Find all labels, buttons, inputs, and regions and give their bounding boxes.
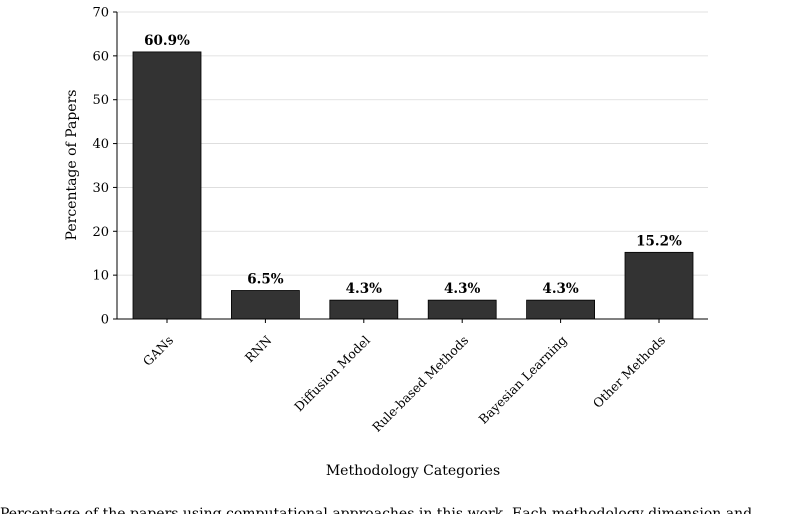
data-label: 4.3% — [444, 281, 480, 297]
bar — [624, 251, 694, 320]
y-tick-label: 40 — [92, 137, 109, 152]
data-labels: 60.9% 6.5% 4.3% 4.3% 4.3% 15.2% — [144, 33, 682, 297]
bar — [230, 290, 300, 320]
bar — [427, 299, 497, 320]
y-tick-labels: 0 10 20 30 40 50 60 70 — [92, 6, 117, 328]
data-label: 6.5% — [247, 271, 283, 287]
axes — [116, 12, 708, 320]
y-tick-label: 20 — [92, 225, 109, 240]
y-axis-title: Percentage of Papers — [64, 90, 80, 241]
y-tick-label: 60 — [92, 49, 109, 64]
x-tick-label: Rule-based Methods — [369, 333, 471, 435]
data-label: 4.3% — [346, 281, 382, 297]
x-tick-label: RNN — [242, 332, 275, 365]
x-tick-label: Other Methods — [590, 333, 668, 411]
x-tick-label: GANs — [140, 333, 176, 369]
data-label: 60.9% — [144, 33, 190, 49]
data-label: 15.2% — [636, 233, 682, 249]
y-tick-label: 30 — [92, 181, 109, 196]
data-label: 4.3% — [542, 281, 578, 297]
x-axis-title: Methodology Categories — [326, 463, 500, 479]
gridlines — [117, 11, 708, 276]
bars — [132, 51, 694, 320]
bar — [329, 299, 399, 320]
bar — [526, 299, 595, 320]
y-tick-label: 50 — [92, 93, 109, 108]
y-tick-label: 0 — [101, 313, 109, 328]
figure-caption: Percentage of the papers using computati… — [0, 506, 752, 514]
y-tick-label: 10 — [92, 269, 109, 284]
bar — [132, 51, 202, 320]
x-tick-label: Diffusion Model — [291, 333, 373, 415]
y-tick-label: 70 — [92, 6, 109, 21]
x-tick-label: Bayesian Learning — [476, 333, 570, 427]
